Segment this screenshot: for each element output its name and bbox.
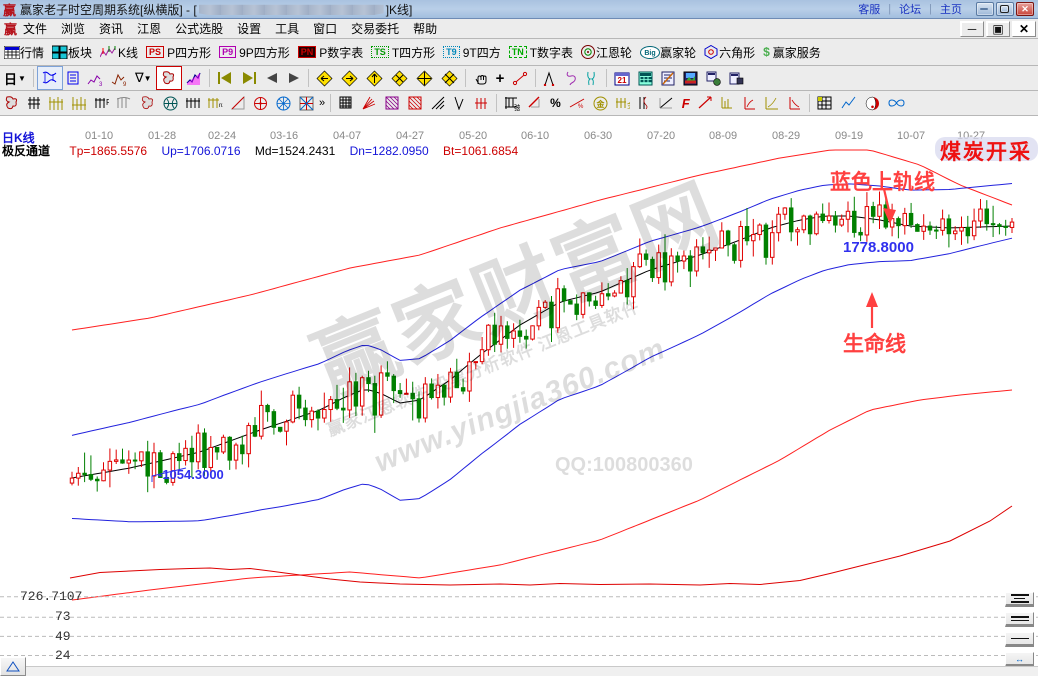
svg-text:金: 金 (595, 99, 605, 109)
svg-text:21: 21 (618, 76, 627, 85)
svg-text:9: 9 (123, 82, 127, 86)
svg-text:%: % (578, 104, 584, 109)
svg-text:n2: n2 (219, 103, 223, 109)
svg-text:F: F (106, 98, 109, 107)
svg-text:Big: Big (644, 50, 655, 57)
svg-text:弦: 弦 (514, 103, 520, 111)
svg-text:金: 金 (627, 100, 630, 110)
svg-text:3: 3 (99, 82, 103, 86)
